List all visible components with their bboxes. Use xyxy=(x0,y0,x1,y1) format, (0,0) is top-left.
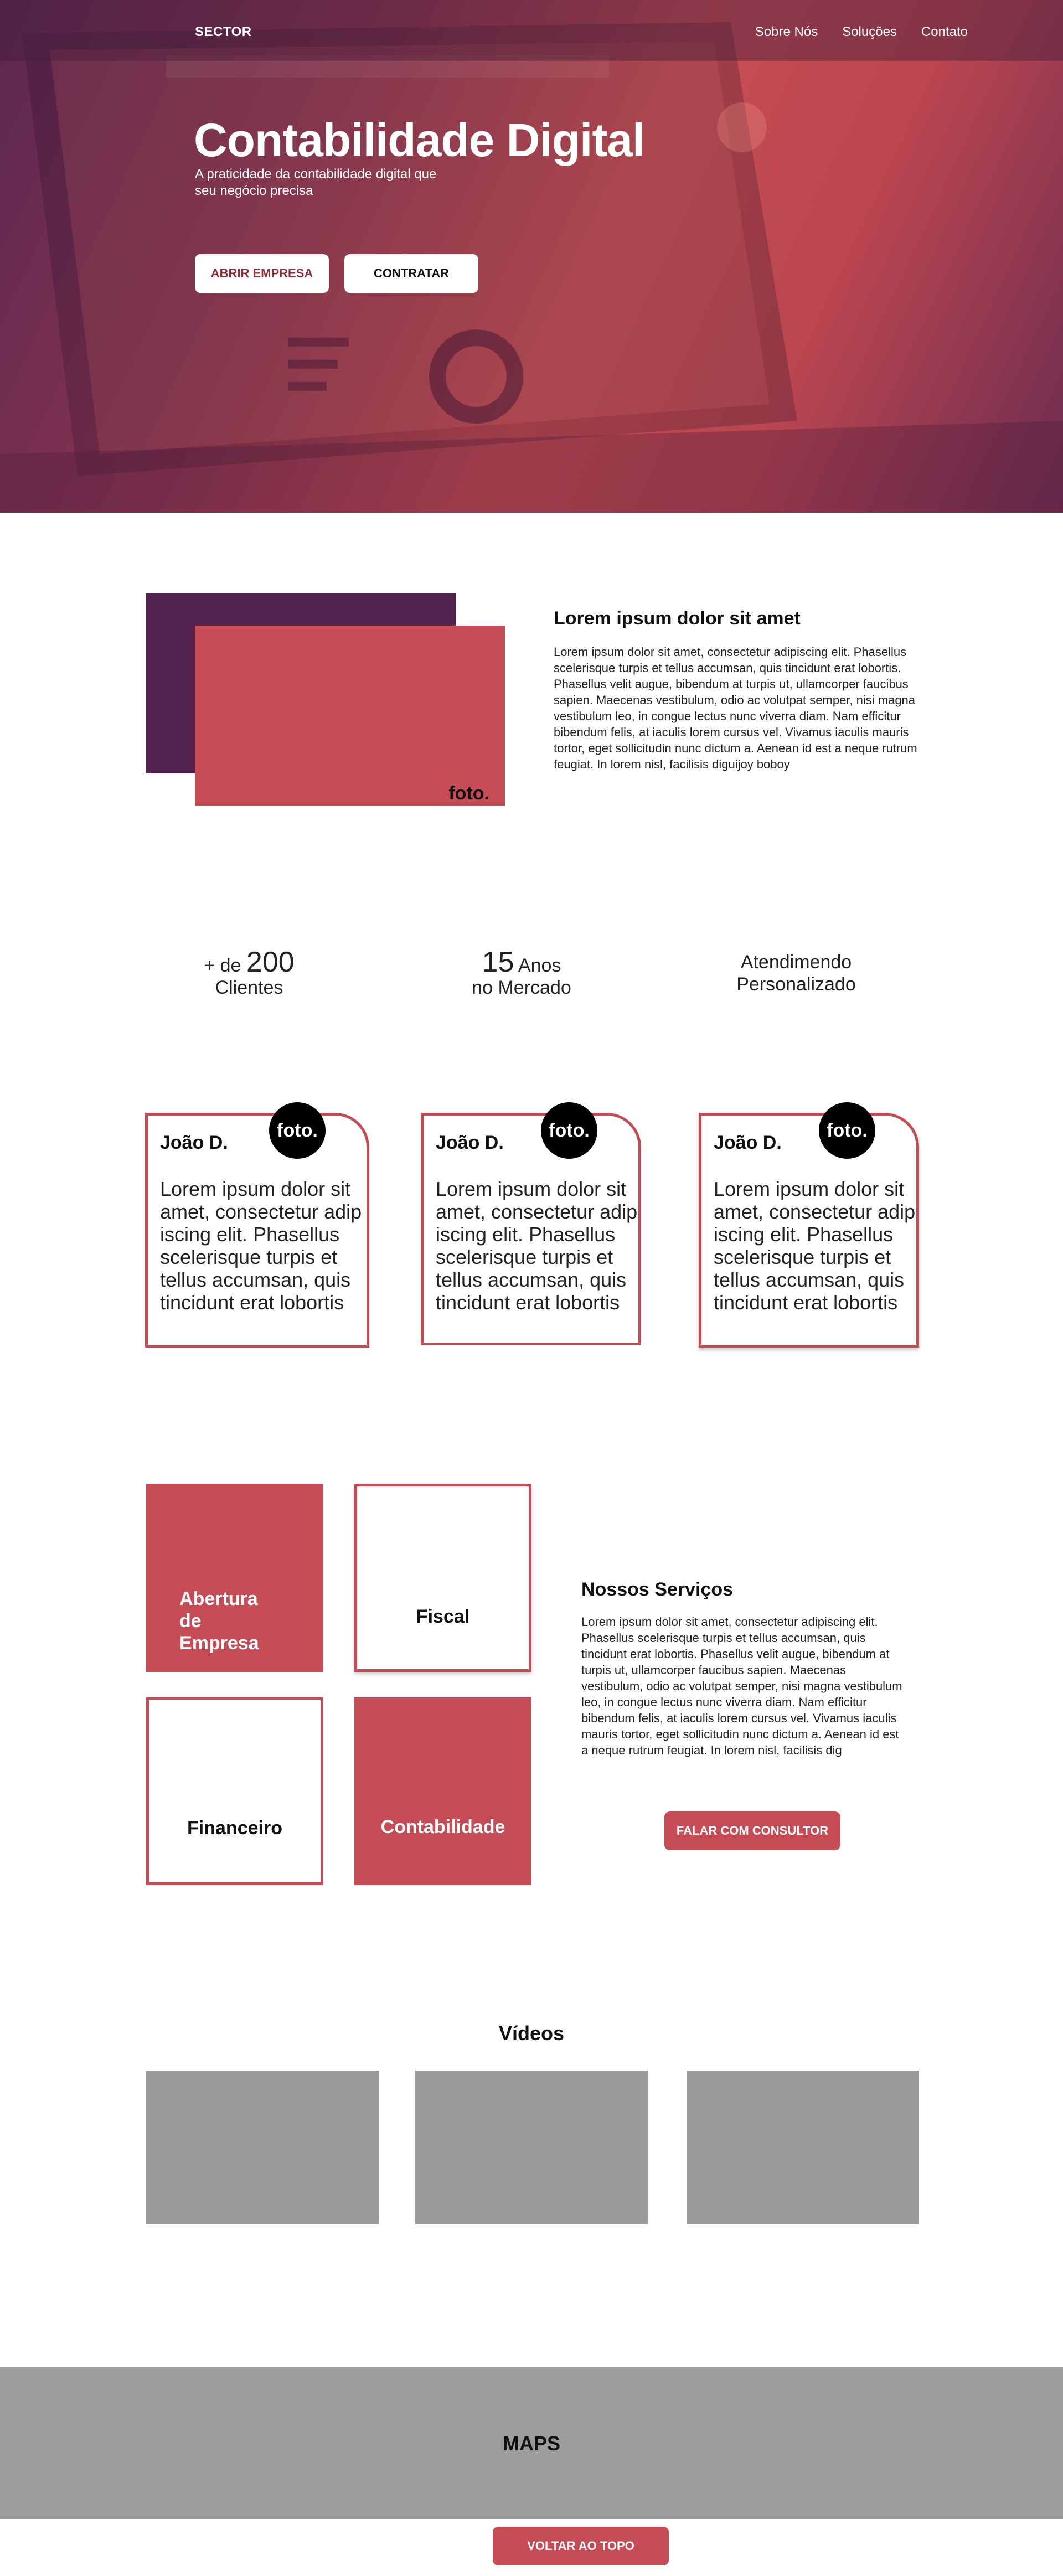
about-photo-label: foto. xyxy=(448,783,489,804)
stat-clients-prefix: + de xyxy=(204,955,241,976)
stat-years: 15 Anos no Mercado xyxy=(438,948,605,999)
team-member-text: Lorem ipsum dolor sit amet, consectetur … xyxy=(714,1178,916,1314)
about-photo-placeholder: foto. xyxy=(195,626,505,806)
team-card: foto. João D. Lorem ipsum dolor sit amet… xyxy=(699,1102,919,1348)
stat-years-label: no Mercado xyxy=(472,977,571,998)
team-member-text: Lorem ipsum dolor sit amet, consectetur … xyxy=(436,1178,638,1314)
nav-link-sobre-nos[interactable]: Sobre Nós xyxy=(755,24,818,39)
video-placeholder[interactable] xyxy=(146,2071,379,2224)
hero-subtitle: A praticidade da contabilidade digital q… xyxy=(195,167,437,198)
hero-title: Contabilidade Digital xyxy=(194,114,645,166)
service-label: Contabilidade xyxy=(380,1816,505,1837)
stat-years-unit: Anos xyxy=(518,955,561,976)
back-to-top-button[interactable]: VOLTAR AO TOPO xyxy=(493,2527,669,2565)
about-title: Lorem ipsum dolor sit amet xyxy=(554,608,801,629)
map-placeholder[interactable]: MAPS xyxy=(0,2367,1063,2519)
video-placeholder[interactable] xyxy=(687,2071,919,2224)
stat-service-line2: Personalizado xyxy=(736,974,856,995)
team-photo-placeholder: foto. xyxy=(819,1102,875,1159)
service-tile-financeiro[interactable]: Financeiro xyxy=(146,1697,323,1885)
nav-link-contato[interactable]: Contato xyxy=(921,24,968,39)
talk-to-consultant-button[interactable]: FALAR COM CONSULTOR xyxy=(664,1811,840,1850)
brand-logo[interactable]: SECTOR xyxy=(195,24,252,39)
service-label: Financeiro xyxy=(187,1818,282,1839)
team-photo-placeholder: foto. xyxy=(269,1102,326,1159)
hero-background-image xyxy=(0,22,1063,513)
team-member-name: João D. xyxy=(436,1132,504,1153)
service-label-line: Empresa xyxy=(179,1633,259,1654)
stat-clients-label: Clientes xyxy=(215,977,283,998)
map-label: MAPS xyxy=(502,2432,560,2455)
service-label-line: Abertura xyxy=(179,1588,258,1609)
service-label: Abertura de Empresa xyxy=(179,1588,259,1654)
team-member-text: Lorem ipsum dolor sit amet, consectetur … xyxy=(160,1178,362,1314)
main-nav: Sobre Nós Soluções Contato xyxy=(755,24,968,40)
team-member-name: João D. xyxy=(714,1132,782,1153)
team-photo-placeholder: foto. xyxy=(541,1102,597,1159)
about-text: Lorem ipsum dolor sit amet, consectetur … xyxy=(554,645,917,771)
service-label: Fiscal xyxy=(416,1606,470,1627)
team-member-name: João D. xyxy=(160,1132,228,1153)
team-card: foto. João D. Lorem ipsum dolor sit amet… xyxy=(145,1102,369,1348)
services-text: Lorem ipsum dolor sit amet, consectetur … xyxy=(581,1615,902,1757)
video-placeholder[interactable] xyxy=(415,2071,648,2224)
services-title: Nossos Serviços xyxy=(581,1579,734,1600)
service-tile-contabilidade[interactable]: Contabilidade xyxy=(354,1697,532,1885)
open-company-button[interactable]: ABRIR EMPRESA xyxy=(195,254,329,293)
hire-button[interactable]: CONTRATAR xyxy=(344,254,478,293)
videos-title: Vídeos xyxy=(498,2022,565,2045)
team-card: foto. João D. Lorem ipsum dolor sit amet… xyxy=(421,1102,641,1345)
nav-link-solucoes[interactable]: Soluções xyxy=(842,24,897,39)
service-tile-fiscal[interactable]: Fiscal xyxy=(354,1484,532,1672)
hero-section: SECTOR Sobre Nós Soluções Contato Contab… xyxy=(0,0,1063,513)
stat-clients-number: 200 xyxy=(246,946,295,978)
stat-years-number: 15 xyxy=(482,946,514,978)
service-label-line: de xyxy=(179,1610,202,1632)
stat-service: Atendimendo Personalizado xyxy=(713,951,879,995)
top-navigation-bar: SECTOR Sobre Nós Soluções Contato xyxy=(0,0,1063,61)
stat-clients: + de 200 Clientes xyxy=(166,948,332,999)
service-tile-abertura-de-empresa[interactable]: Abertura de Empresa xyxy=(146,1484,323,1672)
stat-service-line1: Atendimendo xyxy=(740,952,852,973)
